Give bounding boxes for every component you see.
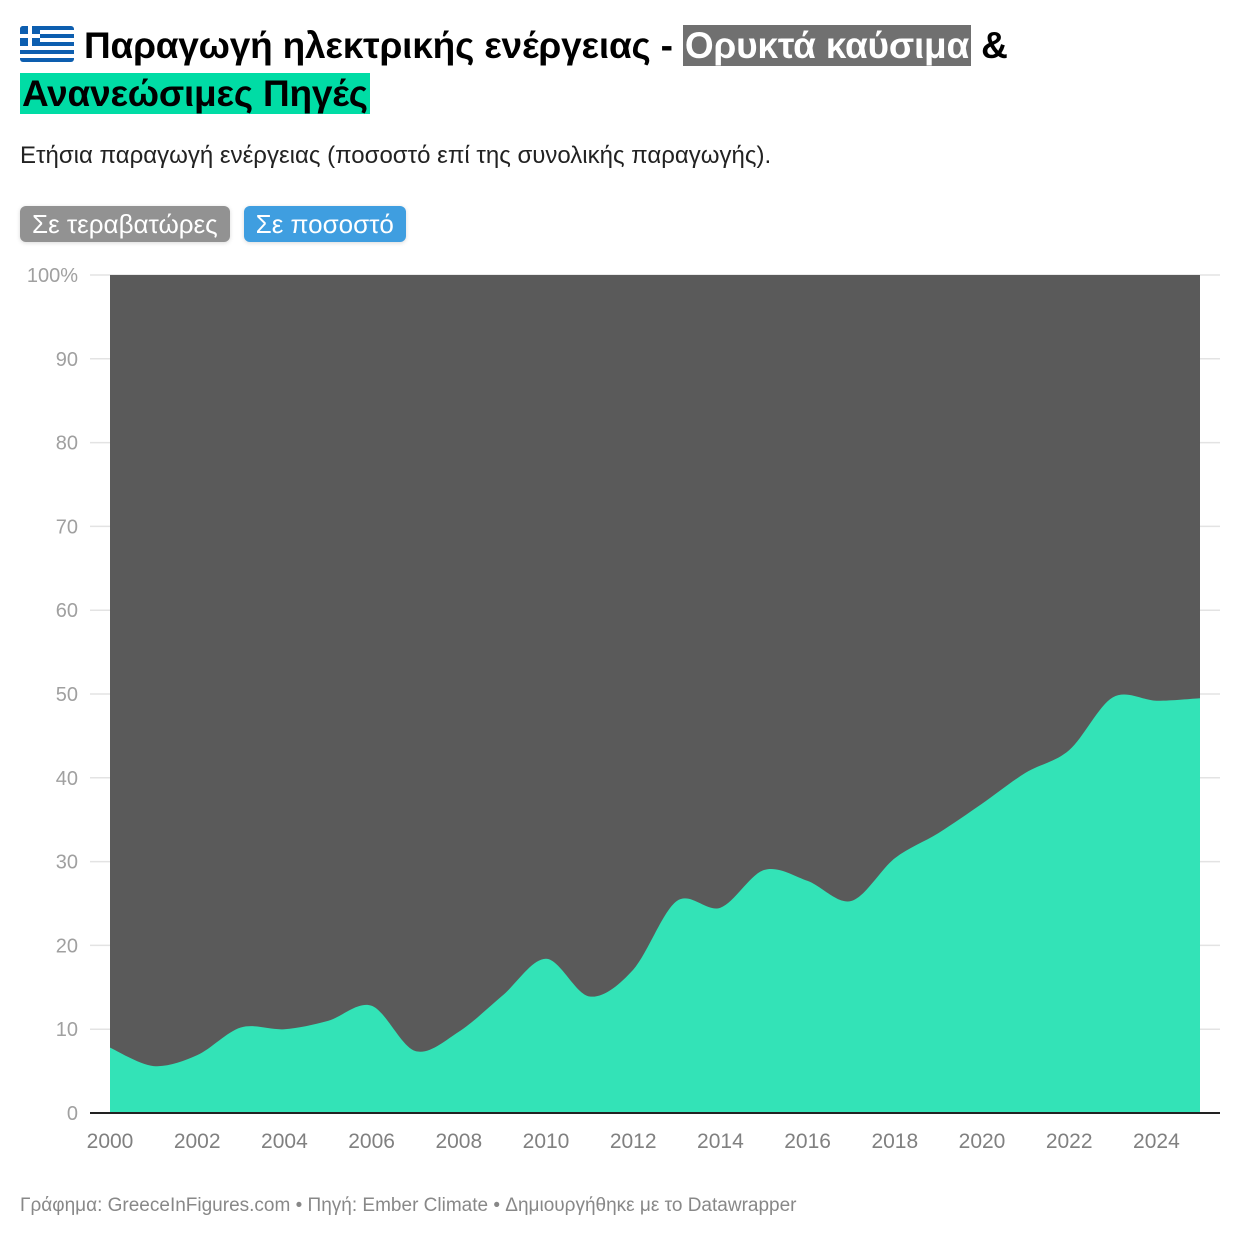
y-tick-label: 10 bbox=[56, 1019, 78, 1041]
y-tick-label: 40 bbox=[56, 768, 78, 790]
title-renewables-highlight: Ανανεώσιμες Πηγές bbox=[20, 73, 370, 114]
x-tick-label: 2022 bbox=[1046, 1130, 1093, 1153]
x-axis-labels: 2000 2002 2004 2006 2008 2010 2012 2014 2016 2018… bbox=[87, 1130, 1180, 1153]
title-amp: & bbox=[971, 25, 1008, 66]
title-text: Παραγωγή ηλεκτρικής ενέργειας - bbox=[84, 25, 683, 66]
x-tick-label: 2006 bbox=[348, 1130, 395, 1153]
y-tick-label: 0 bbox=[67, 1103, 78, 1125]
y-tick-label: 30 bbox=[56, 852, 78, 874]
x-tick-label: 2020 bbox=[959, 1130, 1006, 1153]
renewables-area bbox=[110, 694, 1200, 1113]
y-tick-label: 70 bbox=[56, 516, 78, 538]
chart-footer-credits: Γράφημα: GreeceInFigures.com • Πηγή: Emb… bbox=[20, 1195, 797, 1216]
x-tick-label: 2024 bbox=[1133, 1130, 1180, 1153]
y-axis-labels: 0 10 20 30 40 50 60 70 80 90 100% bbox=[27, 265, 78, 1125]
x-tick-label: 2004 bbox=[261, 1130, 308, 1153]
title-fossil-highlight: Ορυκτά καύσιμα bbox=[682, 25, 972, 66]
chart-subtitle: Ετήσια παραγωγή ενέργειας (ποσοστό επί τ… bbox=[20, 142, 772, 169]
unit-toggle-group: Σε τεραβατώρες Σε ποσοστό bbox=[20, 206, 406, 242]
x-tick-label: 2002 bbox=[174, 1130, 221, 1153]
x-tick-label: 2014 bbox=[697, 1130, 744, 1153]
x-tick-label: 2018 bbox=[871, 1130, 918, 1153]
chart-title: Παραγωγή ηλεκτρικής ενέργειας - Ορυκτά κ… bbox=[20, 22, 1220, 118]
x-tick-label: 2008 bbox=[435, 1130, 482, 1153]
y-tick-label: 20 bbox=[56, 935, 78, 957]
greece-flag-icon bbox=[20, 26, 74, 62]
y-tick-label: 100% bbox=[27, 265, 78, 287]
y-tick-label: 80 bbox=[56, 433, 78, 455]
x-tick-label: 2000 bbox=[87, 1130, 134, 1153]
y-tick-label: 50 bbox=[56, 684, 78, 706]
x-tick-label: 2010 bbox=[523, 1130, 570, 1153]
toggle-terawatt-hours[interactable]: Σε τεραβατώρες bbox=[20, 206, 230, 242]
stacked-area-chart: 0 10 20 30 40 50 60 70 80 90 100% 2000 2002 2004 2006… bbox=[27, 265, 1220, 1153]
toggle-percentage[interactable]: Σε ποσοστό bbox=[243, 206, 406, 242]
x-tick-label: 2012 bbox=[610, 1130, 657, 1153]
y-tick-label: 90 bbox=[56, 349, 78, 371]
y-tick-label: 60 bbox=[56, 600, 78, 622]
x-tick-label: 2016 bbox=[784, 1130, 831, 1153]
